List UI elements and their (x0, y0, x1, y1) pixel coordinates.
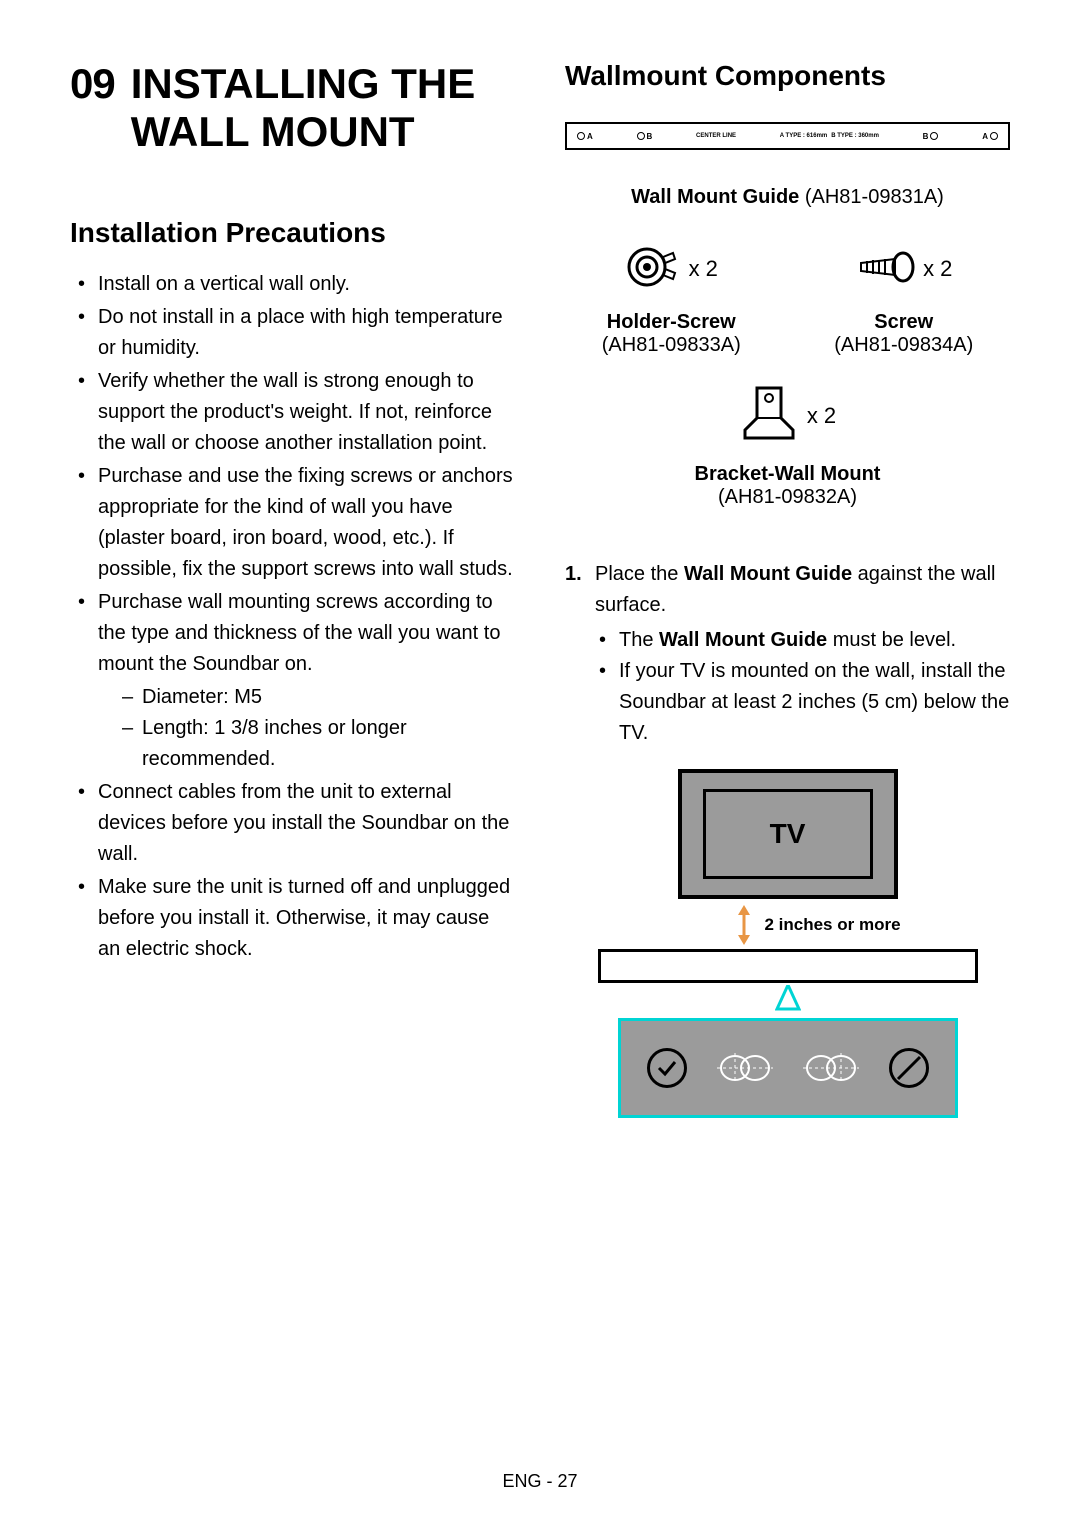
title-block: 09 INSTALLING THE WALL MOUNT (70, 60, 515, 157)
check-circle-icon (647, 1048, 687, 1088)
screw-code: (AH81-09834A) (798, 334, 1011, 357)
bracket-qty: x 2 (807, 403, 836, 429)
step-1: Place the Wall Mount Guide against the w… (565, 559, 1010, 749)
bracket-name: Bracket-Wall Mount (565, 463, 1010, 486)
precautions-list: Install on a vertical wall only. Do not … (70, 269, 515, 965)
holder-screw-qty: x 2 (689, 256, 718, 282)
wall-mount-guide-diagram: A B CENTER LINE A TYPE : 616mm B TYPE : … (565, 122, 1010, 150)
tv-label: TV (770, 818, 806, 850)
sub-list-item: Diameter: M5 (122, 682, 515, 713)
mounting-hole-icon (803, 1053, 859, 1083)
sub-list: Diameter: M5 Length: 1 3/8 inches or lon… (98, 682, 515, 775)
screw-item: x 2 Screw (AH81-09834A) (798, 239, 1011, 357)
bracket-code: (AH81-09832A) (565, 486, 1010, 509)
screw-qty: x 2 (923, 256, 952, 282)
guide-center: CENTER LINE (696, 133, 736, 139)
bracket-icon (739, 384, 799, 449)
list-item: Do not install in a place with high temp… (70, 302, 515, 364)
step-sub-item: The Wall Mount Guide must be level. (595, 625, 1010, 656)
soundbar-rect (598, 949, 978, 983)
mounting-hole-icon (717, 1053, 773, 1083)
guide-a-left: A (587, 132, 593, 141)
right-column: Wallmount Components A B CENTER LINE A T… (565, 60, 1010, 1118)
tv-box: TV (678, 769, 898, 899)
list-item: Purchase and use the fixing screws or an… (70, 461, 515, 585)
list-item-text: Purchase wall mounting screws according … (98, 591, 500, 675)
no-circle-icon (889, 1048, 929, 1088)
guide-types: A TYPE : 616mm B TYPE : 360mm (780, 133, 879, 140)
list-item: Verify whether the wall is strong enough… (70, 366, 515, 459)
precautions-heading: Installation Precautions (70, 217, 515, 249)
list-item: Purchase wall mounting screws according … (70, 587, 515, 775)
screws-row: x 2 Holder-Screw (AH81-09833A) (565, 239, 1010, 357)
step1-bold: Wall Mount Guide (684, 563, 852, 585)
sub-list-item: Length: 1 3/8 inches or longer recommend… (122, 713, 515, 775)
step-sub-list: The Wall Mount Guide must be level. If y… (595, 625, 1010, 749)
components-heading: Wallmount Components (565, 60, 1010, 92)
guide-a-right: A (982, 132, 988, 141)
guide-b-right: B (923, 132, 929, 141)
list-item: Install on a vertical wall only. (70, 269, 515, 300)
section-number: 09 (70, 60, 115, 108)
list-item: Make sure the unit is turned off and unp… (70, 872, 515, 965)
magnifier-pointer-icon (775, 985, 801, 1018)
left-column: 09 INSTALLING THE WALL MOUNT Installatio… (70, 60, 515, 1118)
bracket-item: x 2 Bracket-Wall Mount (AH81-09832A) (565, 381, 1010, 509)
holder-screw-name: Holder-Screw (565, 311, 778, 334)
page-content: 09 INSTALLING THE WALL MOUNT Installatio… (70, 60, 1010, 1118)
page-footer: ENG - 27 (0, 1471, 1080, 1492)
guide-label: Wall Mount Guide (AH81-09831A) (565, 186, 1010, 209)
tv-diagram: TV 2 inches or more (565, 769, 1010, 1118)
holder-screw-code: (AH81-09833A) (565, 334, 778, 357)
gap-indicator: 2 inches or more (734, 905, 900, 945)
gap-label: 2 inches or more (764, 915, 900, 935)
screw-icon (855, 249, 915, 290)
screw-name: Screw (798, 311, 1011, 334)
list-item: Connect cables from the unit to external… (70, 777, 515, 870)
double-arrow-icon (734, 905, 754, 945)
main-title: INSTALLING THE WALL MOUNT (131, 60, 515, 157)
step1-pre: Place the (595, 563, 684, 585)
guide-b-left: B (647, 132, 653, 141)
guide-name: Wall Mount Guide (631, 186, 799, 208)
magnified-view (618, 1018, 958, 1118)
holder-screw-item: x 2 Holder-Screw (AH81-09833A) (565, 239, 778, 357)
guide-code: (AH81-09831A) (805, 186, 944, 208)
holder-screw-icon (625, 245, 681, 294)
steps-list: Place the Wall Mount Guide against the w… (565, 559, 1010, 749)
step-sub-item: If your TV is mounted on the wall, insta… (595, 656, 1010, 749)
